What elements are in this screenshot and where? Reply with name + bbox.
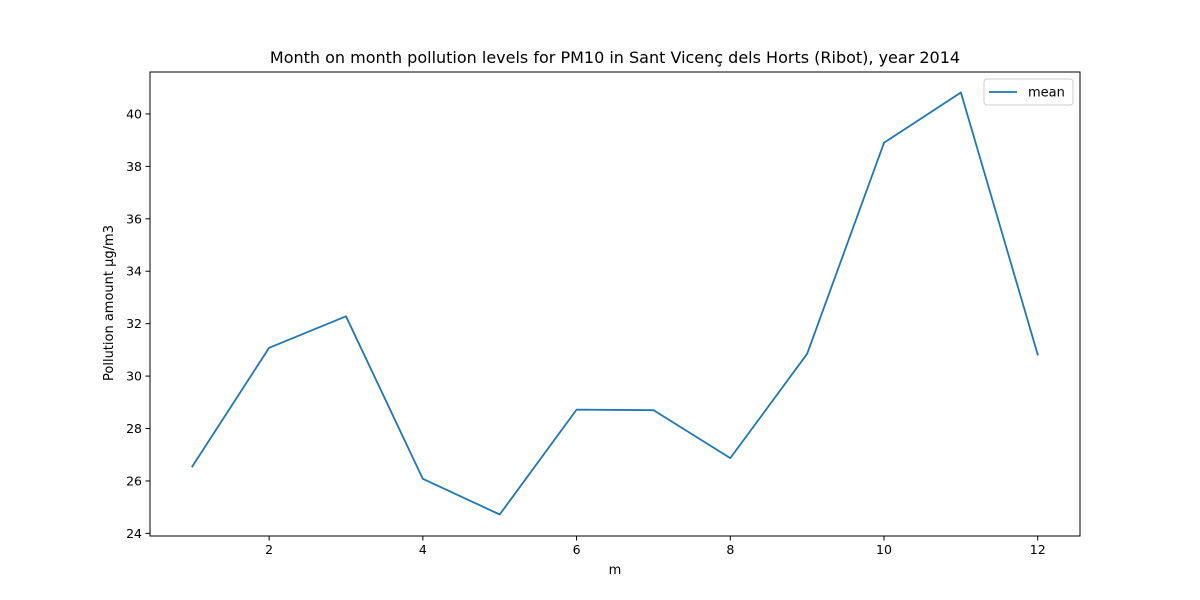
plot-frame: [149, 71, 1081, 537]
y-tick-label: 24: [126, 526, 142, 541]
y-tick-label: 38: [126, 159, 142, 174]
series-layer: [191, 91, 1039, 516]
x-tick-label: 6: [573, 542, 581, 557]
chart-title: Month on month pollution levels for PM10…: [270, 48, 960, 67]
y-tick-label: 30: [126, 369, 142, 384]
x-axis-label: m: [609, 563, 622, 578]
y-tick-label: 34: [126, 264, 142, 279]
x-tick-label: 2: [265, 542, 273, 557]
y-tick-label: 32: [126, 316, 142, 331]
y-tick-label: 26: [126, 473, 142, 488]
x-tick-label: 12: [1030, 542, 1046, 557]
legend-label: mean: [1028, 86, 1065, 101]
x-tick-label: 4: [419, 542, 427, 557]
series-line-mean: [191, 91, 1039, 516]
y-tick-label: 40: [126, 106, 142, 121]
legend: mean: [983, 78, 1074, 106]
y-tick-label: 36: [126, 211, 142, 226]
x-tick-label: 10: [876, 542, 892, 557]
y-axis-label: Pollution amount µg/m3: [102, 225, 117, 381]
y-tick-label: 28: [126, 421, 142, 436]
legend-box: [983, 78, 1074, 106]
x-tick-label: 8: [726, 542, 734, 557]
